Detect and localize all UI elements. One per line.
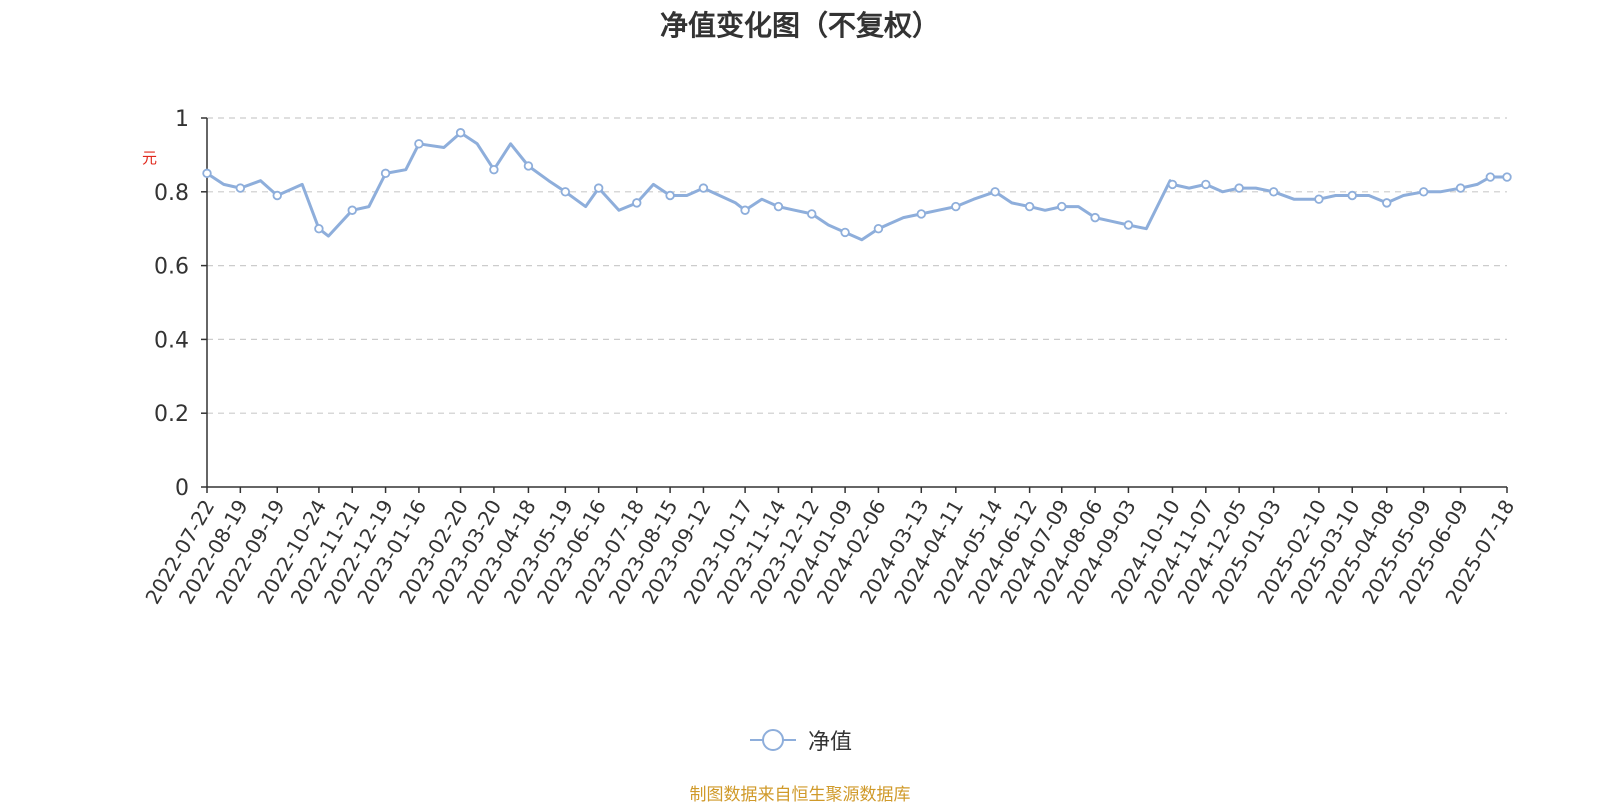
data-point [380,168,391,179]
y-tick-label: 0 [175,476,189,501]
data-point [1382,198,1392,208]
data-point [1201,179,1211,190]
data-point [990,187,1000,197]
data-point [1502,172,1512,182]
data-point [1167,179,1178,190]
data-point [665,190,675,201]
data-point [807,209,817,219]
data-point [272,190,282,201]
y-axis-unit-label: 元 [140,150,158,165]
data-point [632,198,642,208]
data-point [1234,183,1244,193]
data-point [873,223,884,234]
legend-line-marker-icon [750,729,796,751]
source-note: 制图数据来自恒生聚源数据库 [689,785,911,805]
data-point [455,128,466,138]
data-point [235,183,246,193]
data-point [347,205,357,215]
y-tick-label: 0.6 [154,255,189,280]
data-point [202,168,212,179]
data-point [698,183,709,193]
legend[interactable]: 净值 [748,724,852,756]
y-tick-label: 0.8 [154,181,189,206]
data-point [1090,212,1100,223]
data-point [1123,220,1134,230]
series-line [206,131,1507,242]
data-point [740,205,750,215]
data-point [1347,190,1357,201]
data-point [1418,187,1429,197]
data-point [1057,201,1067,212]
data-point [951,201,961,212]
y-tick-label: 0.4 [154,328,189,353]
y-tick-label: 1 [175,107,189,132]
data-point [314,223,324,234]
data-point [773,201,784,212]
data-point [1455,183,1466,193]
legend-label: 净值 [808,730,853,755]
data-point [1268,187,1279,197]
chart-title: 净值变化图（不复权） [659,9,940,42]
data-point [916,209,926,219]
y-tick-label: 0.2 [154,402,189,427]
data-point [523,161,534,171]
data-point [414,139,424,149]
data-point [1024,201,1035,212]
data-point [1314,194,1324,204]
data-point [840,227,850,238]
data-point [560,187,571,197]
data-point [489,164,499,175]
data-point [1485,172,1496,182]
data-point [593,183,604,193]
